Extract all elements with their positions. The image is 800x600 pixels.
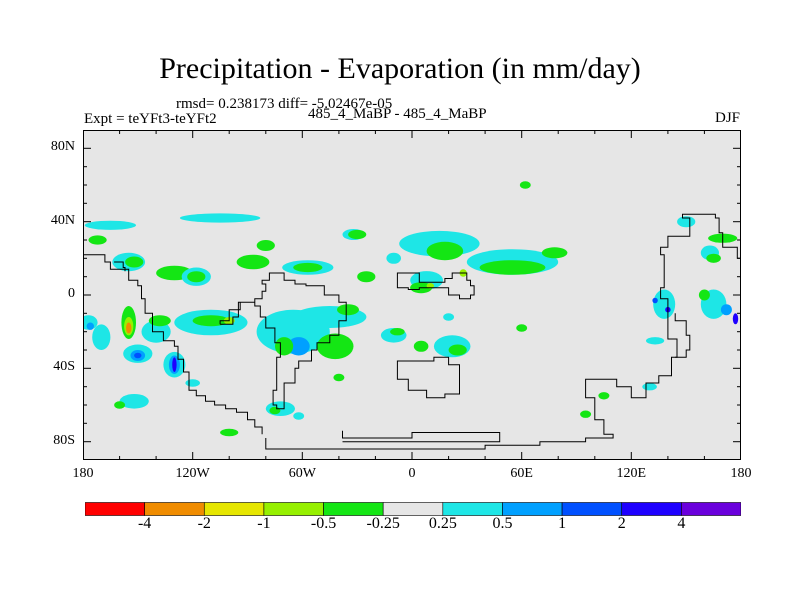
contour-region-63 (220, 428, 239, 437)
contour-region-12 (348, 229, 367, 240)
x-tick-label: 120W (175, 466, 210, 481)
colorbar-swatch-6 (442, 502, 503, 516)
y-tick-label: 80S (53, 432, 75, 448)
colorbar-swatch-9 (621, 502, 682, 516)
contour-region-62 (293, 412, 305, 420)
contour-region-56 (390, 328, 405, 336)
contour-region-29 (706, 253, 721, 263)
contour-region-16 (426, 241, 464, 261)
contour-region-1 (88, 235, 107, 245)
coastline-0 (83, 254, 263, 435)
colorbar-label: -2 (197, 515, 211, 532)
contour-region-25 (179, 213, 261, 223)
colorbar-label: 4 (677, 515, 686, 532)
coastline-1 (114, 261, 126, 272)
colorbar-swatch-0 (85, 502, 145, 516)
contour-region-7 (236, 254, 270, 270)
contour-region-72 (698, 289, 710, 301)
colorbar-swatch-8 (561, 502, 623, 516)
contour-region-78 (443, 313, 455, 321)
x-tick-label: 60W (288, 466, 316, 481)
map-plot (83, 130, 741, 460)
colorbar-swatch-1 (144, 502, 205, 516)
contour-region-3 (125, 256, 144, 268)
x-tick-label: 180 (730, 466, 752, 481)
y-tick-label: 40S (53, 359, 75, 375)
contour-region-18 (479, 260, 546, 275)
colorbar-swatch-2 (203, 502, 265, 516)
contour-region-10 (293, 262, 323, 273)
contour-region-58 (448, 344, 467, 356)
contour-region-73 (646, 337, 665, 345)
x-tick-label: 180 (72, 466, 94, 481)
experiment-label: Expt = teYFt3-teYFt2 (84, 111, 217, 127)
season-label: DJF (714, 110, 740, 126)
coastline-4 (396, 356, 460, 399)
contour-region-67 (652, 297, 658, 304)
contour-region-6 (187, 271, 206, 283)
colorbar-swatch-7 (502, 502, 563, 516)
y-tick-label: 80N (50, 139, 75, 155)
contour-region-65 (333, 373, 345, 382)
colorbar-label: 2 (617, 515, 626, 532)
contour-region-13 (357, 271, 376, 283)
y-tick-label: 0 (68, 286, 75, 301)
x-tick-label: 0 (408, 466, 416, 481)
axis-ticks (83, 130, 741, 460)
contour-region-40 (134, 352, 142, 359)
contour-fills (83, 181, 739, 437)
contour-region-31 (86, 322, 94, 330)
colorbar-label: 0.5 (492, 515, 513, 532)
colorbar (85, 502, 741, 516)
chart-title: Precipitation - Evaporation (in mm/day) (159, 52, 641, 85)
contour-region-59 (413, 340, 429, 352)
contour-region-20 (519, 181, 531, 189)
colorbar-label: -0.5 (310, 515, 337, 532)
contour-region-51 (316, 333, 354, 360)
y-tick-label: 40N (50, 212, 75, 228)
contour-region-0 (84, 220, 136, 230)
coastline-2 (219, 272, 347, 410)
x-tick-label: 120E (616, 466, 647, 481)
contour-region-71 (732, 313, 739, 325)
colorbar-swatch-4 (323, 502, 384, 516)
contour-region-50 (287, 337, 310, 356)
colorbar-label: 1 (558, 515, 567, 532)
contour-region-64 (185, 379, 200, 387)
contour-region-37 (148, 315, 171, 327)
contour-region-61 (269, 406, 281, 415)
contour-region-45 (114, 401, 126, 409)
contour-region-75 (642, 383, 657, 391)
colorbar-swatch-5 (382, 502, 444, 516)
colorbar-label: -1 (257, 515, 271, 532)
coastline-7 (674, 313, 691, 358)
colorbar-label: -4 (137, 515, 152, 532)
map-background (83, 130, 741, 460)
contour-region-8 (256, 240, 275, 251)
runs-label: 485_4_MaBP - 485_4_MaBP (308, 106, 487, 122)
contour-region-19 (541, 247, 568, 259)
contour-region-26 (677, 216, 696, 228)
coastline-6 (342, 430, 501, 443)
contour-region-43 (172, 357, 177, 372)
colorbar-swatch-3 (263, 502, 324, 516)
contour-region-35 (126, 322, 132, 334)
contour-region-14 (386, 252, 402, 264)
contour-region-52 (275, 337, 294, 356)
colorbar-swatch-10 (681, 502, 741, 516)
stats-line: rmsd= 0.238173 diff= -5.02467e-05 (176, 96, 393, 112)
contour-region-74 (598, 392, 610, 400)
coastline-3 (396, 272, 475, 300)
x-tick-label: 60E (510, 466, 533, 481)
contour-region-54 (337, 304, 359, 316)
contour-region-77 (580, 410, 592, 418)
contour-region-70 (720, 304, 732, 316)
contour-region-66 (653, 289, 676, 319)
coastlines (83, 213, 741, 450)
contour-region-44 (119, 394, 149, 409)
colorbar-label: 0.25 (428, 515, 457, 532)
contour-region-76 (516, 324, 528, 332)
contour-region-32 (92, 324, 111, 350)
colorbar-label: -0.25 (366, 515, 400, 532)
